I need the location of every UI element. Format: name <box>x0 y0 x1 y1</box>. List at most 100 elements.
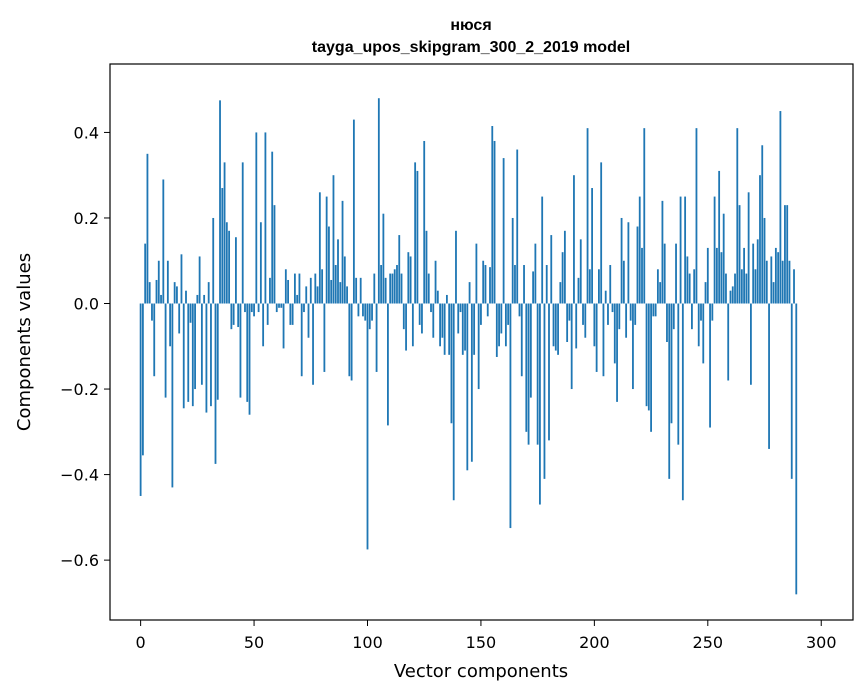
bar <box>588 269 591 304</box>
bar <box>534 243 537 304</box>
bar <box>382 213 385 304</box>
bar <box>439 303 441 347</box>
bar <box>352 119 355 304</box>
bar <box>248 303 251 415</box>
bar <box>761 145 764 304</box>
bar <box>491 126 494 304</box>
bar <box>738 205 741 304</box>
bar <box>194 303 196 390</box>
bar <box>611 303 614 313</box>
bar <box>686 256 689 304</box>
bar <box>316 286 319 304</box>
bar <box>695 128 698 304</box>
bar <box>736 128 739 304</box>
x-axis-ticks: 0 50 100 150 200 250 300 <box>136 620 837 652</box>
bar <box>718 170 721 304</box>
bar <box>148 282 151 304</box>
bar <box>200 303 203 385</box>
bar <box>337 239 339 304</box>
bar <box>700 303 702 321</box>
bar <box>675 243 677 304</box>
bar <box>182 303 185 409</box>
bar <box>498 303 500 347</box>
bar <box>328 226 330 304</box>
x-tick-label: 50 <box>244 633 264 652</box>
bar <box>747 192 750 304</box>
bar <box>178 303 181 334</box>
bar <box>205 303 208 413</box>
bar <box>232 303 235 325</box>
bar <box>711 303 714 321</box>
bar <box>371 303 373 321</box>
bar <box>214 303 217 464</box>
bar <box>275 303 278 313</box>
bar <box>366 303 369 550</box>
bar <box>323 303 326 372</box>
y-axis-label: Components values <box>14 253 35 431</box>
bar <box>561 252 564 304</box>
bar <box>525 303 528 432</box>
bar <box>377 98 380 304</box>
bar <box>164 303 167 398</box>
bar <box>162 179 165 304</box>
bar <box>357 303 360 317</box>
bar <box>198 256 201 304</box>
bar <box>727 303 730 381</box>
bar <box>411 303 414 347</box>
bar <box>502 158 505 304</box>
bar <box>393 269 396 304</box>
bar <box>284 269 287 304</box>
plot-area-frame <box>109 63 854 621</box>
bar <box>350 303 353 381</box>
bar <box>618 303 621 330</box>
bar <box>421 303 423 334</box>
bar <box>475 243 478 304</box>
bar <box>720 252 723 304</box>
bar <box>223 162 226 304</box>
bar <box>221 188 224 304</box>
bar <box>466 303 469 471</box>
y-tick-label: −0.2 <box>60 380 99 399</box>
bar <box>552 303 555 347</box>
bar <box>228 230 231 304</box>
bar <box>750 303 752 385</box>
bar <box>266 303 269 325</box>
bar <box>638 196 641 304</box>
bar <box>253 303 255 317</box>
bar <box>666 303 668 342</box>
bar <box>289 303 292 325</box>
bar <box>348 303 351 377</box>
bar <box>155 279 158 304</box>
bar <box>652 303 655 317</box>
bar <box>262 303 265 347</box>
bar <box>359 277 362 304</box>
bar <box>740 269 743 304</box>
bar <box>777 252 780 304</box>
bar <box>790 303 793 479</box>
bar <box>629 303 632 321</box>
bar <box>645 303 648 407</box>
bar <box>570 303 573 390</box>
bar <box>416 170 419 304</box>
bar <box>171 303 174 488</box>
bar <box>210 303 212 407</box>
bar <box>169 303 172 347</box>
bar <box>684 196 687 304</box>
bar <box>176 286 178 304</box>
bar <box>484 265 487 304</box>
bar <box>196 294 199 304</box>
bar <box>230 303 233 330</box>
bar <box>139 303 142 496</box>
bar <box>704 282 707 304</box>
bar <box>518 303 521 317</box>
bar <box>573 175 575 304</box>
bar <box>307 303 310 338</box>
bar <box>225 222 228 304</box>
bar <box>257 303 260 313</box>
bar <box>688 273 691 304</box>
bar <box>702 303 705 364</box>
bar <box>314 273 317 304</box>
bar <box>244 303 246 313</box>
bar <box>387 303 389 426</box>
bar <box>405 303 407 351</box>
